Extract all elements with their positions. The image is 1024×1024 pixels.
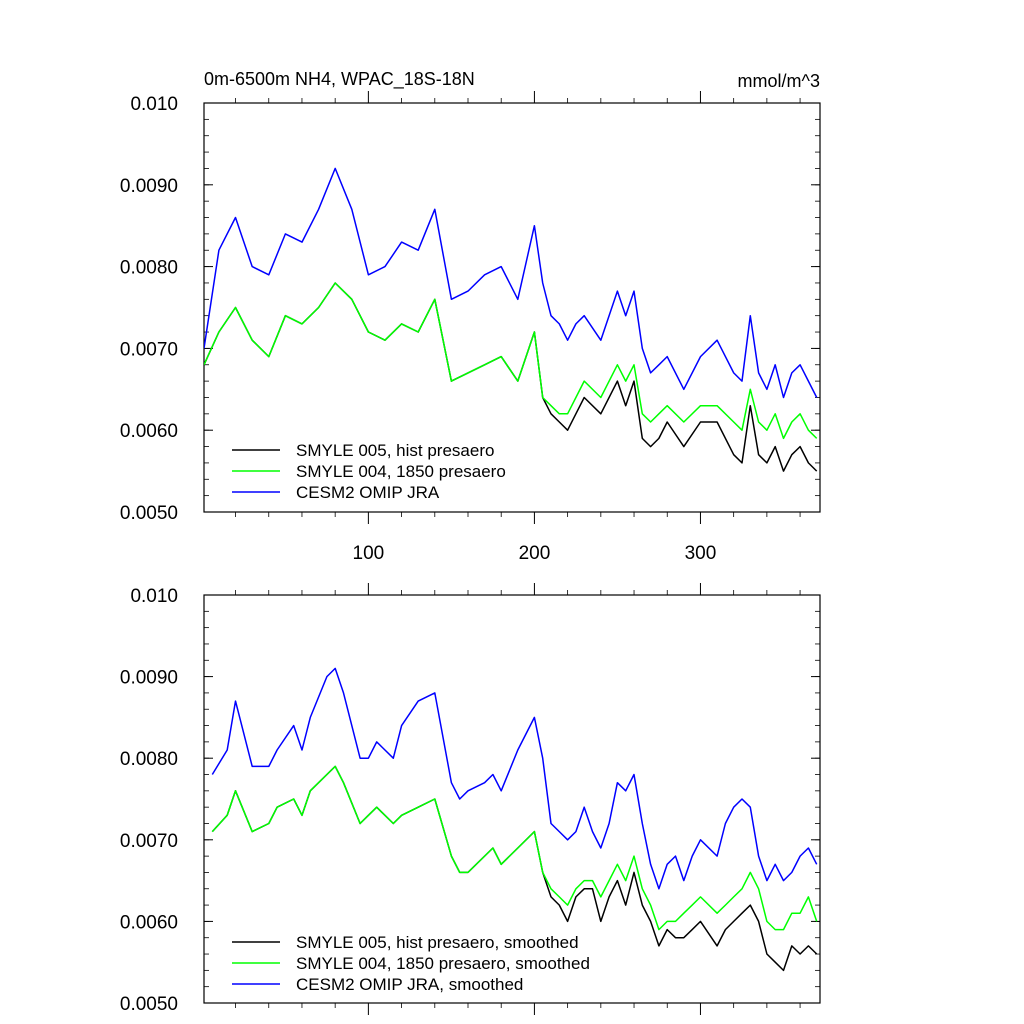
y-tick-label: 0.0060 (120, 912, 178, 933)
plot-frame (203, 594, 821, 1004)
panel-top: 0.0050 0.0060 0.0070 0.0080 0.0090 0.010 100 20… (120, 91, 821, 564)
y-tick-label: 0.0090 (120, 668, 178, 689)
y-tick-label: 0.0080 (120, 258, 178, 279)
legend-label: SMYLE 004, 1850 presaero, smoothed (296, 954, 590, 973)
y-tick-label: 0.0070 (120, 831, 178, 852)
legend-label: SMYLE 005, hist presaero, smoothed (296, 933, 579, 952)
x-tick-label: 300 (685, 543, 717, 564)
series-line-1 (204, 282, 818, 440)
y-tick-label: 0.0090 (120, 176, 178, 197)
series-line-1 (211, 765, 818, 931)
legend-label: SMYLE 004, 1850 presaero (296, 462, 506, 481)
plot-frame (203, 102, 821, 513)
legend-label: CESM2 OMIP JRA, smoothed (296, 975, 523, 994)
legend-label: CESM2 OMIP JRA (296, 483, 440, 502)
series-line-2 (211, 667, 818, 890)
y-tick-label: 0.0070 (120, 339, 178, 360)
chart-units-label: mmol/m^3 (738, 71, 820, 91)
series-line-2 (204, 167, 818, 399)
chart-title-left: 0m-6500m NH4, WPAC_18S-18N (204, 69, 475, 90)
panel-bottom: 0.0050 0.0060 0.0070 0.0080 0.0090 0.010 SMYLE… (120, 583, 821, 1015)
legend-label: SMYLE 005, hist presaero (296, 441, 494, 460)
y-tick-label: 0.0080 (120, 749, 178, 770)
y-tick-label: 0.010 (130, 586, 178, 607)
x-tick-label: 100 (353, 543, 385, 564)
y-tick-label: 0.0060 (120, 421, 178, 442)
y-tick-label: 0.0050 (120, 994, 178, 1015)
y-tick-label: 0.010 (130, 94, 178, 115)
x-tick-label: 200 (519, 543, 551, 564)
y-tick-label: 0.0050 (120, 503, 178, 524)
